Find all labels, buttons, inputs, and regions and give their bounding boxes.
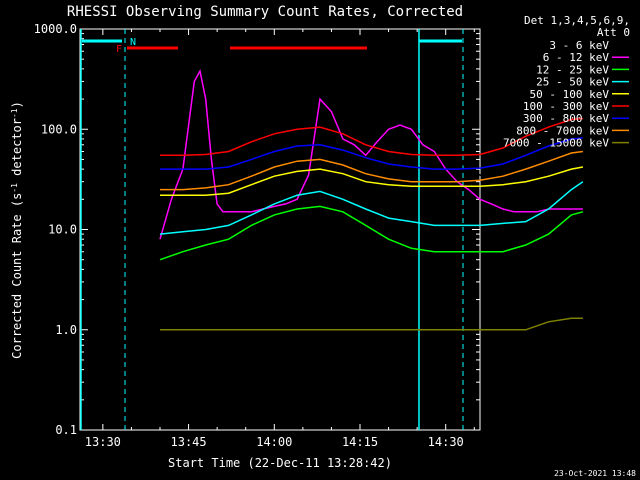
flag-label-f: F	[116, 44, 122, 55]
y-axis: 0.1 1.0 10.0 100.0 1000.0	[34, 22, 480, 437]
series-line-300-800-kev	[160, 137, 583, 170]
y-tick-label: 10.0	[48, 223, 77, 237]
y-tick-label: 1000.0	[34, 22, 77, 36]
legend-entry-label: 6 - 12 keV	[543, 51, 610, 64]
y-tick-label: 0.1	[55, 423, 77, 437]
legend-entry-label: 800 - 7000 keV	[516, 124, 609, 137]
legend-entry-label: 7000 - 15000 keV	[503, 137, 609, 150]
y-tick-label: 1.0	[55, 323, 77, 337]
x-tick-label: 13:30	[85, 435, 121, 449]
x-tick-label: 14:30	[428, 435, 464, 449]
x-axis: 13:30 13:45 14:00 14:15 14:30	[85, 29, 475, 449]
legend-entry-label: 100 - 300 keV	[523, 100, 609, 113]
x-axis-label: Start Time (22-Dec-11 13:28:42)	[168, 456, 392, 470]
series-lines	[159, 68, 584, 331]
legend-entry-label: 3 - 6 keV	[549, 39, 609, 52]
series-line-3-6-kev	[159, 90, 583, 240]
series-line-6-12-kev	[159, 68, 583, 240]
legend-header: Det 1,3,4,5,6,9,	[524, 14, 630, 27]
series-line-25-50-kev	[159, 181, 584, 235]
y-axis-label: Corrected Count Rate (s-1 detector-1)	[10, 101, 24, 359]
time-markers: N F	[80, 29, 464, 430]
y-tick-label: 100.0	[41, 122, 77, 136]
series-line-12-25-kev	[159, 205, 584, 261]
legend-entry-label: 300 - 800 keV	[523, 112, 609, 125]
chart-title: RHESSI Observing Summary Count Rates, Co…	[67, 4, 463, 20]
series-line-7000-15000-kev	[160, 317, 583, 331]
legend-entry-label: 50 - 100 keV	[530, 88, 610, 101]
footer-date: 23-Oct-2021 13:48	[554, 469, 636, 478]
plot-frame	[79, 28, 481, 431]
series-line-100-300-kev	[160, 117, 583, 157]
legend-subheader: Att 0	[597, 26, 630, 39]
legend-entry-label: 12 - 25 keV	[536, 63, 609, 76]
flag-label-n: N	[130, 37, 136, 48]
x-tick-label: 13:45	[171, 435, 207, 449]
x-tick-label: 14:15	[342, 435, 378, 449]
series-line-800-7000-kev	[160, 150, 583, 191]
x-tick-label: 14:00	[256, 435, 292, 449]
legend-entry-label: 25 - 50 keV	[536, 76, 609, 89]
series-line-50-100-kev	[160, 166, 584, 196]
